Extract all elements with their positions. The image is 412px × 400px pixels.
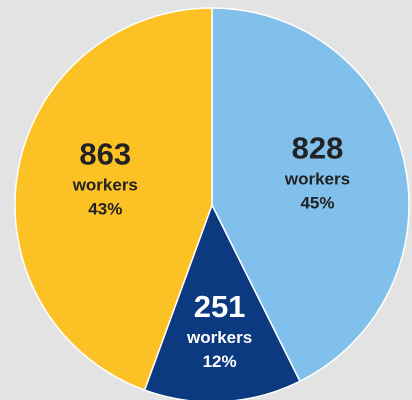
unit-label: workers (284, 170, 350, 189)
percent-label: 43% (88, 200, 122, 219)
pie-slice (211, 7, 410, 383)
pie-slice (14, 7, 213, 392)
value-label: 828 (292, 130, 344, 165)
value-label: 863 (79, 136, 131, 171)
unit-label: workers (72, 176, 138, 195)
percent-label: 45% (300, 194, 334, 213)
value-label: 251 (194, 289, 246, 324)
pie-slice (143, 203, 301, 400)
percent-label: 12% (203, 352, 237, 371)
unit-label: workers (186, 328, 252, 347)
